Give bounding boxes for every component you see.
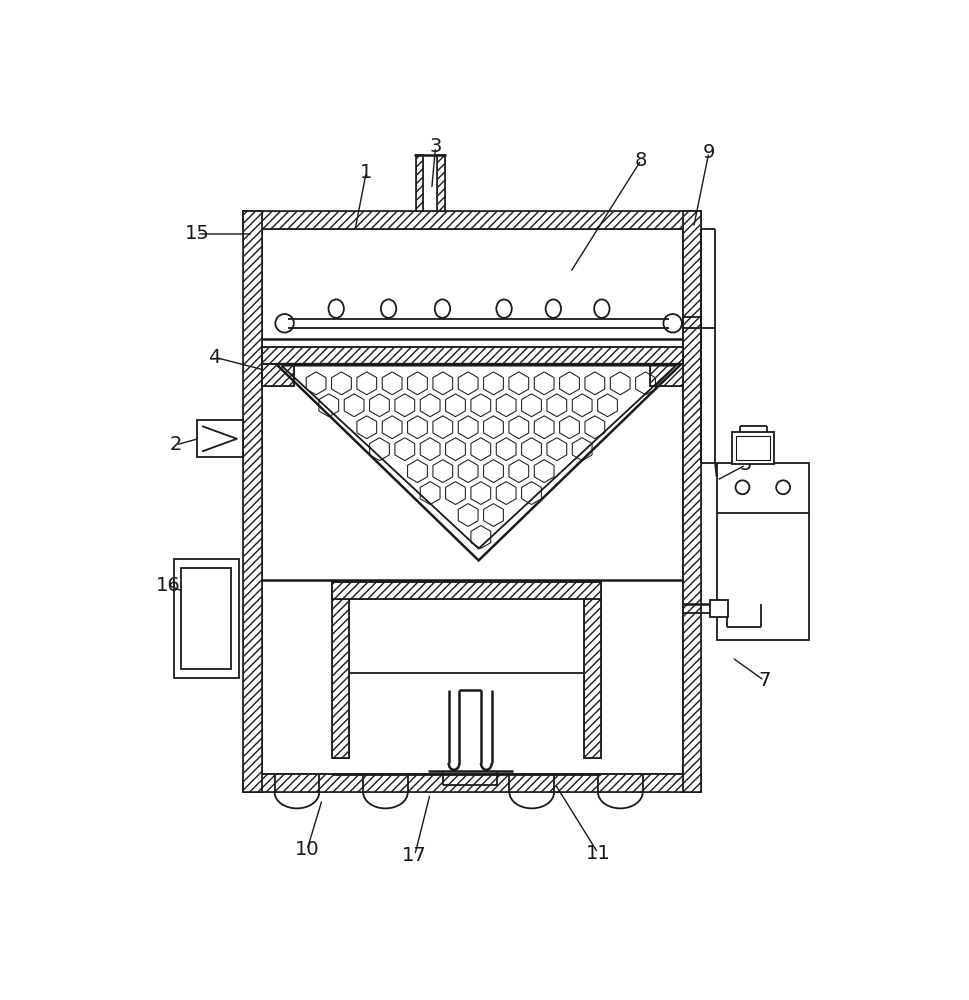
Bar <box>331 582 601 599</box>
Bar <box>243 774 701 792</box>
Bar <box>243 211 262 792</box>
Bar <box>649 364 682 386</box>
Bar <box>415 155 422 211</box>
Bar <box>181 568 232 669</box>
Bar <box>262 347 682 364</box>
Bar <box>732 432 773 464</box>
Bar <box>331 582 348 758</box>
Text: 2: 2 <box>170 435 182 454</box>
Bar <box>262 229 682 774</box>
Bar <box>682 211 701 792</box>
Text: 16: 16 <box>156 576 180 595</box>
Text: 7: 7 <box>758 671 769 690</box>
Text: 10: 10 <box>295 840 319 859</box>
Bar <box>649 364 682 386</box>
Bar <box>331 582 601 599</box>
Bar <box>243 211 701 229</box>
Bar <box>583 582 601 758</box>
Text: 4: 4 <box>208 348 221 367</box>
Bar <box>173 559 239 678</box>
Bar <box>243 211 262 792</box>
Bar <box>197 420 243 457</box>
Text: 5: 5 <box>738 455 751 474</box>
Bar <box>709 600 728 617</box>
Bar <box>583 582 601 758</box>
Bar <box>682 211 701 792</box>
Bar <box>716 463 808 640</box>
Bar <box>243 774 701 792</box>
Bar <box>415 155 422 211</box>
Bar <box>437 155 445 211</box>
Text: 9: 9 <box>702 143 714 162</box>
Bar <box>735 436 769 460</box>
Text: 3: 3 <box>429 137 441 156</box>
Text: 15: 15 <box>184 224 209 243</box>
Text: 1: 1 <box>359 163 372 182</box>
Text: 8: 8 <box>635 151 646 170</box>
Bar <box>262 364 294 386</box>
Bar <box>262 347 682 364</box>
Text: 11: 11 <box>585 844 610 863</box>
Bar <box>262 364 294 386</box>
Bar <box>437 155 445 211</box>
Bar <box>243 211 701 229</box>
Text: 17: 17 <box>402 846 426 865</box>
Bar <box>331 582 348 758</box>
